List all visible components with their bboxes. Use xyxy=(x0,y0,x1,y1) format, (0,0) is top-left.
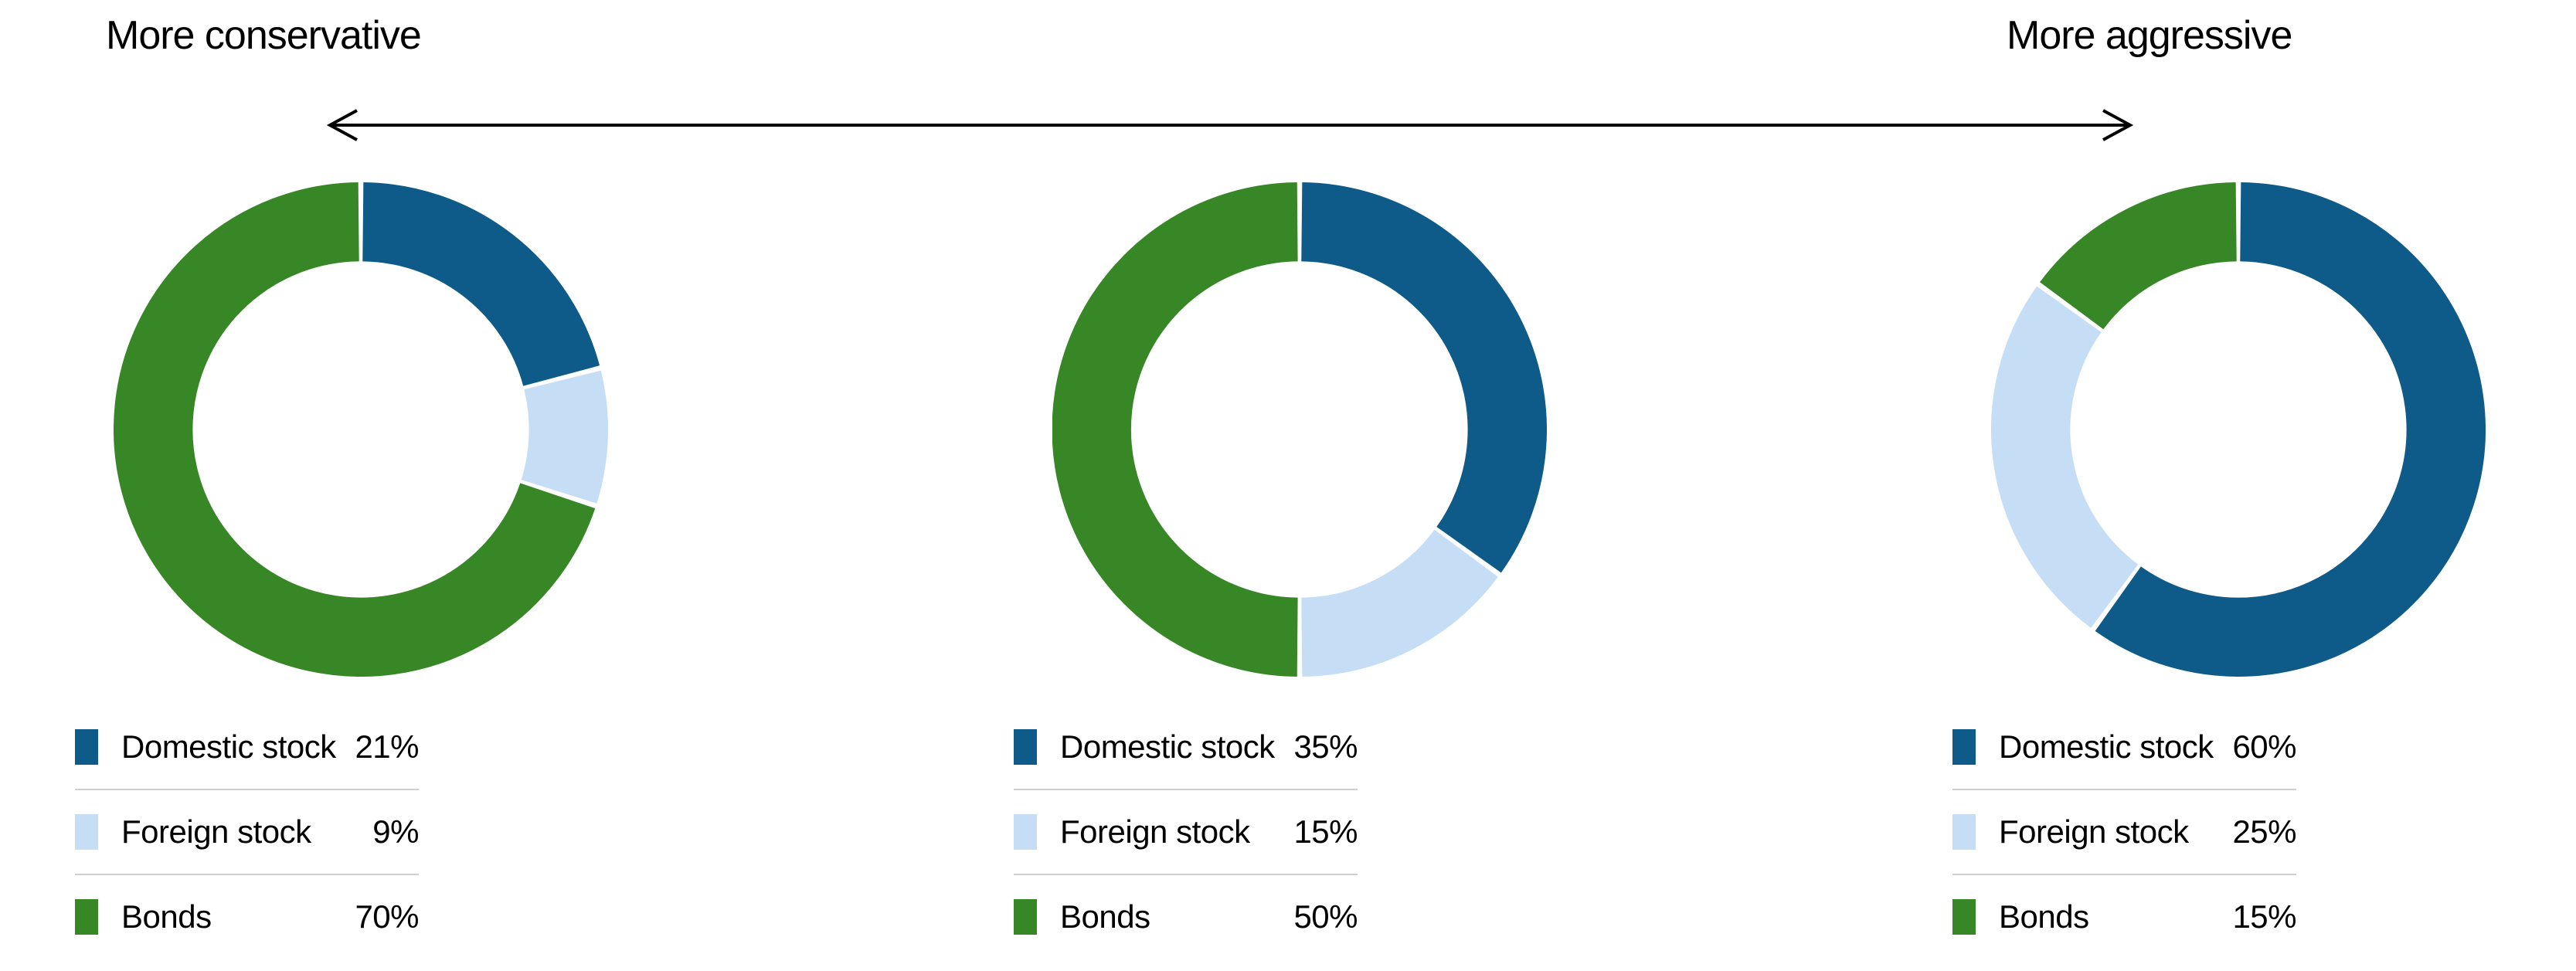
legend-swatch-domestic-stock-icon xyxy=(1952,729,1976,765)
legend-divider xyxy=(1952,874,2296,875)
legend-value: 60% xyxy=(2232,728,2296,765)
donut-segment-foreign-stock xyxy=(1300,528,1498,677)
legend-swatch-bonds-icon xyxy=(1952,899,1976,935)
legend-divider xyxy=(1952,789,2296,790)
legend-row-bonds: Bonds 70% xyxy=(75,875,419,935)
legend-row-bonds: Bonds 50% xyxy=(1014,875,1358,935)
legend-value: 25% xyxy=(2232,813,2296,850)
legend-value: 15% xyxy=(1293,813,1358,850)
legend-value: 15% xyxy=(2232,898,2296,935)
legend-swatch-bonds-icon xyxy=(1014,899,1037,935)
legend-swatch-domestic-stock-icon xyxy=(75,729,98,765)
legend-label: Foreign stock xyxy=(1060,813,1250,850)
legend-value: 9% xyxy=(372,813,419,850)
legend-value: 70% xyxy=(355,898,419,935)
donut-segment-domestic-stock xyxy=(362,182,600,387)
legend-swatch-foreign-stock-icon xyxy=(1014,814,1037,850)
legend-row-foreign-stock: Foreign stock 25% xyxy=(1952,790,2296,874)
legend-divider xyxy=(1014,874,1358,875)
legend-row-foreign-stock: Foreign stock 15% xyxy=(1014,790,1358,874)
arrow-right-head-icon xyxy=(2102,109,2134,141)
legend-value: 50% xyxy=(1293,898,1358,935)
legend-label: Domestic stock xyxy=(1999,728,2214,765)
legend-swatch-foreign-stock-icon xyxy=(1952,814,1976,850)
legend-divider xyxy=(75,874,419,875)
legend-value: 21% xyxy=(355,728,419,765)
donut-segment-foreign-stock xyxy=(1991,286,2139,628)
legend-conservative: Domestic stock 21% Foreign stock 9% Bond… xyxy=(75,728,419,935)
legend-divider xyxy=(1014,789,1358,790)
legend-swatch-domestic-stock-icon xyxy=(1014,729,1037,765)
risk-spectrum-arrow xyxy=(326,109,2134,141)
donut-chart-conservative xyxy=(114,182,608,677)
legend-label: Domestic stock xyxy=(121,728,336,765)
legend-row-domestic-stock: Domestic stock 35% xyxy=(1014,728,1358,789)
donut-segment-bonds xyxy=(2040,182,2238,331)
legend-label: Foreign stock xyxy=(121,813,311,850)
donut-segment-foreign-stock xyxy=(521,370,608,504)
legend-divider xyxy=(75,789,419,790)
legend-balanced: Domestic stock 35% Foreign stock 15% Bon… xyxy=(1014,728,1358,935)
legend-label: Bonds xyxy=(121,898,212,935)
arrow-left-head-icon xyxy=(326,109,358,141)
legend-swatch-foreign-stock-icon xyxy=(75,814,98,850)
donut-segment-bonds xyxy=(1052,182,1299,677)
donut-segment-bonds xyxy=(114,182,596,677)
legend-label: Bonds xyxy=(1060,898,1150,935)
legend-swatch-bonds-icon xyxy=(75,899,98,935)
legend-row-domestic-stock: Domestic stock 21% xyxy=(75,728,419,789)
donut-segment-domestic-stock xyxy=(2095,182,2486,677)
donut-chart-balanced xyxy=(1052,182,1547,677)
legend-label: Foreign stock xyxy=(1999,813,2189,850)
donut-chart-aggressive xyxy=(1991,182,2486,677)
legend-row-foreign-stock: Foreign stock 9% xyxy=(75,790,419,874)
spectrum-label-aggressive: More aggressive xyxy=(2007,13,2292,58)
legend-label: Bonds xyxy=(1999,898,2089,935)
donut-segment-domestic-stock xyxy=(1300,182,1547,573)
legend-value: 35% xyxy=(1293,728,1358,765)
legend-aggressive: Domestic stock 60% Foreign stock 25% Bon… xyxy=(1952,728,2296,935)
spectrum-label-conservative: More conservative xyxy=(106,13,422,58)
legend-label: Domestic stock xyxy=(1060,728,1275,765)
legend-row-domestic-stock: Domestic stock 60% xyxy=(1952,728,2296,789)
legend-row-bonds: Bonds 15% xyxy=(1952,875,2296,935)
